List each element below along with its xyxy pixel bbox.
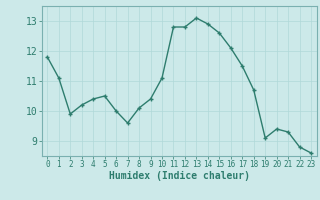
X-axis label: Humidex (Indice chaleur): Humidex (Indice chaleur) xyxy=(109,171,250,181)
